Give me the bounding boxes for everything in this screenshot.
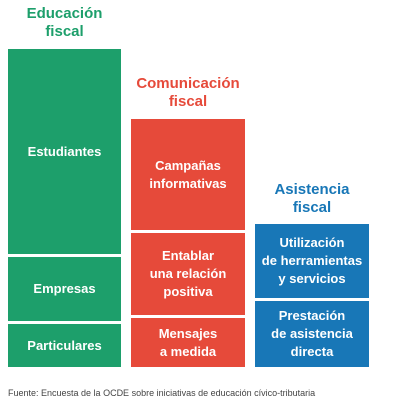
assistance-block-line: y servicios bbox=[278, 271, 346, 286]
communication-title-line1: Comunicación bbox=[136, 75, 240, 92]
communication-block-line: Campañas bbox=[155, 157, 221, 173]
communication-column: Campañas informativas Entablar una relac… bbox=[131, 119, 245, 367]
education-block-label: Particulares bbox=[27, 337, 102, 353]
education-block-individuals: Particulares bbox=[8, 324, 121, 367]
education-block-students: Estudiantes bbox=[8, 49, 121, 254]
source-note: Fuente: Encuesta de la OCDE sobre inicia… bbox=[8, 388, 316, 398]
education-column: Estudiantes Empresas Particulares bbox=[8, 49, 121, 367]
block-divider bbox=[8, 321, 121, 324]
communication-block-relationship: Entablar una relación positiva bbox=[131, 233, 245, 315]
education-title-line2: fiscal bbox=[45, 23, 84, 40]
assistance-column: Utilización de herramientas y servicios … bbox=[255, 224, 369, 367]
block-divider bbox=[131, 230, 245, 233]
block-divider bbox=[131, 315, 245, 318]
communication-block-line: Mensajes bbox=[158, 325, 218, 341]
communication-column-title: Comunicación fiscal bbox=[131, 75, 245, 111]
communication-title-line2: fiscal bbox=[168, 93, 208, 110]
assistance-block-line: de asistencia bbox=[271, 326, 353, 341]
assistance-block-line: directa bbox=[290, 344, 334, 359]
education-title-line1: Educación bbox=[26, 5, 103, 22]
assistance-title-line1: Asistencia bbox=[274, 181, 350, 198]
education-column-title: Educación fiscal bbox=[8, 5, 121, 41]
communication-block-campaigns: Campañas informativas bbox=[131, 119, 245, 230]
communication-block-line: a medida bbox=[159, 343, 217, 359]
communication-block-line: positiva bbox=[163, 284, 213, 299]
communication-block-line: una relación bbox=[149, 266, 227, 281]
assistance-column-title: Asistencia fiscal bbox=[255, 181, 369, 217]
communication-block-line: informativas bbox=[149, 175, 227, 191]
education-block-label: Estudiantes bbox=[27, 143, 102, 159]
assistance-title-line2: fiscal bbox=[292, 199, 332, 216]
education-block-label: Empresas bbox=[33, 281, 96, 296]
assistance-block-line: Prestación bbox=[278, 308, 346, 323]
communication-block-line: Entablar bbox=[161, 248, 214, 263]
assistance-block-direct: Prestación de asistencia directa bbox=[255, 301, 369, 367]
education-block-companies: Empresas bbox=[8, 257, 121, 321]
communication-block-tailored-messages: Mensajes a medida bbox=[131, 318, 245, 367]
block-divider bbox=[8, 254, 121, 257]
assistance-block-tools: Utilización de herramientas y servicios bbox=[255, 224, 369, 298]
assistance-block-line: Utilización bbox=[279, 235, 345, 250]
assistance-block-line: de herramientas bbox=[261, 253, 363, 268]
block-divider bbox=[255, 298, 369, 301]
